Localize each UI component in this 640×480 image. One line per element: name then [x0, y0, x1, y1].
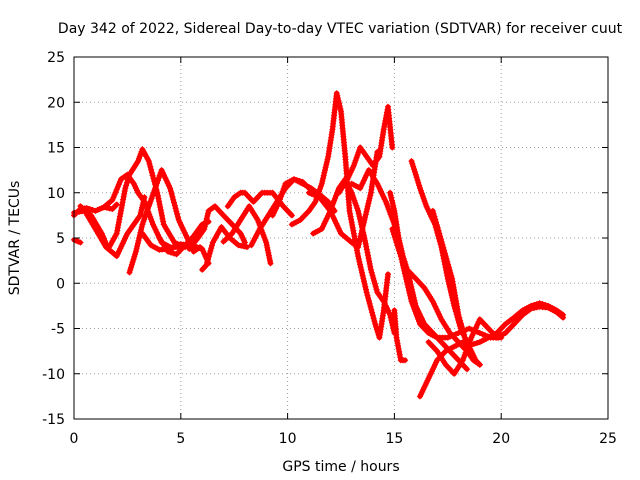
chart-title: Day 342 of 2022, Sidereal Day-to-day VTE…: [58, 21, 623, 37]
y-tick-label: 15: [47, 141, 65, 157]
series-arc-13: [248, 176, 312, 249]
series-arc-26: [425, 303, 567, 377]
series-markers: [288, 90, 391, 341]
y-tick-label: 0: [56, 276, 65, 292]
series-trace: [289, 90, 391, 341]
series-arc-21: [389, 225, 470, 373]
x-axis-label: GPS time / hours: [282, 459, 399, 475]
series-arc-18: [335, 103, 396, 196]
series-markers: [391, 307, 409, 364]
series-arc-15: [288, 90, 391, 341]
axis-layer: 0 5 10 15 20 25 -15 -10 -5 0 5 10 15 20 25: [42, 50, 617, 447]
series-markers: [389, 225, 470, 373]
series-arc-9: [186, 203, 248, 252]
series-markers: [335, 103, 396, 196]
x-tick-label: 10: [279, 431, 297, 447]
series-markers: [156, 218, 212, 258]
series-trace: [248, 176, 312, 248]
x-tick-label: 20: [492, 431, 510, 447]
series-markers: [429, 207, 483, 368]
x-tick-label: 0: [70, 431, 79, 447]
series-arc-22: [391, 307, 409, 364]
series-arc-10: [199, 224, 250, 273]
x-tick-label: 15: [385, 431, 403, 447]
series-markers: [425, 303, 567, 377]
series-markers: [77, 146, 189, 252]
series-markers: [199, 224, 250, 273]
series-arc-8: [156, 218, 212, 258]
y-tick-label: 5: [56, 231, 65, 247]
series-arc-14: [269, 176, 338, 219]
y-tick-label: -5: [51, 322, 65, 338]
y-tick-label: 25: [47, 50, 65, 66]
series-arc-17: [310, 176, 398, 336]
x-tick-label: 5: [176, 431, 185, 447]
grid-layer: [74, 57, 608, 419]
series-arc-24: [429, 207, 483, 368]
series-layer: [71, 90, 567, 400]
y-tick-label: -15: [42, 412, 65, 428]
x-tick-label: 25: [599, 431, 617, 447]
y-tick-label: 20: [47, 95, 65, 111]
series-arc-11: [220, 203, 274, 267]
y-tick-label: -10: [42, 367, 65, 383]
series-arc-3: [77, 146, 189, 252]
series-arc-7: [139, 230, 212, 267]
y-tick-label: 10: [47, 186, 65, 202]
y-axis-label: SDTVAR / TECUs: [7, 181, 23, 296]
